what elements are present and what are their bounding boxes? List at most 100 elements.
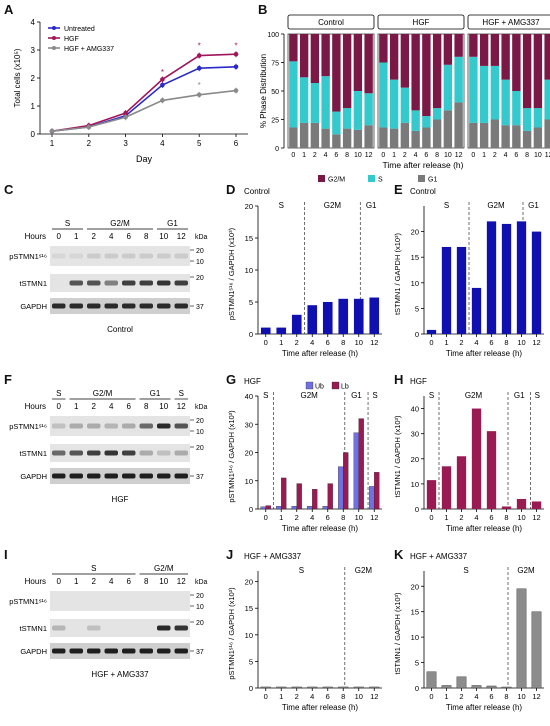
phase-label: G1 [351,391,362,400]
blot-band [139,648,153,654]
bar [516,588,527,689]
x-tick-label: 8 [341,692,345,701]
blot-band [69,423,83,429]
x-tick-label: 6 [424,152,428,159]
lane-hour: 8 [144,232,149,241]
blot-band [52,253,66,259]
x-tick-label: 1 [444,513,448,522]
blot-band [104,253,118,259]
x-tick-label: 1 [444,692,448,701]
x-tick-label: 6 [234,139,239,148]
y-axis-title: tSTMN1 / GAPDH (x10³) [393,592,402,675]
stacked-bar-s [432,108,442,120]
kda-label: kDa [195,234,208,241]
y-tick-label: 20 [411,455,419,464]
stacked-bar-g2m [469,34,478,57]
blot-band [52,473,66,479]
blot-band [87,280,101,286]
kda-marker: 10 [196,429,204,436]
blot-band [104,423,118,429]
blot-band [122,648,136,654]
blot-strip [50,643,190,659]
blot-row-label: GAPDH [20,647,47,656]
y-tick-label: 20 [411,228,419,237]
blot-band [69,648,83,654]
x-tick-label: 6 [334,152,338,159]
x-tick-label: 4 [474,338,478,347]
stacked-bar-s [364,93,373,126]
stacked-bar-s [479,65,489,123]
blot-band [52,303,66,309]
stacked-bar-g1 [411,130,420,148]
blot-band [104,450,118,456]
lane-hour: 2 [92,232,97,241]
blot-row-label: GAPDH [20,302,47,311]
kda-label: kDa [195,579,208,586]
stacked-bar-g2m [353,34,363,91]
blot-strip [50,444,190,462]
x-tick-label: 1 [50,139,55,148]
legend-marker [52,36,56,40]
x-tick-label: 1 [279,692,283,701]
x-tick-label: 10 [354,152,362,159]
bar-lb [281,477,287,510]
bar [276,327,287,334]
phase-label: G2M [300,391,318,400]
y-tick-label: 30 [411,430,419,439]
hours-label: Hours [25,232,46,241]
phase-label: S [263,391,268,400]
panel-label-c: C [4,182,14,197]
y-tick-label: 15 [411,608,419,617]
chart-title: HGF [244,377,261,386]
stacked-bar-s [400,87,410,123]
x-tick-label: 4 [310,692,314,701]
y-tick-label: 10 [245,266,253,275]
stacked-bar-g1 [501,125,510,148]
x-tick-label: 6 [489,692,493,701]
bar-ub [291,506,297,510]
blot-band [174,648,188,654]
blot-band [87,450,101,456]
x-tick-label: 1 [482,152,486,159]
stacked-bar-s [522,108,532,131]
kda-label: kDa [195,404,208,411]
blot-band [157,473,171,479]
y-tick-label: 0 [415,330,419,339]
y-tick-label: 3 [31,46,36,55]
stacked-bar-g1 [400,122,410,148]
bar [322,686,333,689]
bar [501,223,512,334]
bar-ub [276,506,282,510]
kda-marker: 20 [196,418,204,425]
x-tick-label: 8 [341,338,345,347]
stacked-bar-s [332,111,341,135]
blot-band [157,303,171,309]
significance-star: * [198,81,201,90]
stacked-bar-g2m [422,34,431,117]
bar-ub [322,506,328,510]
x-tick-label: 4 [160,139,165,148]
panel-label-a: A [4,2,14,17]
x-tick-label: 5 [197,139,202,148]
y-tick-label: 10 [411,279,419,288]
stacked-bar-g1 [342,128,352,148]
x-tick-label: 2 [493,152,497,159]
stacked-bar-g1 [379,127,388,148]
lane-hour: 4 [109,402,114,411]
data-point [196,65,202,71]
stacked-bar-s [321,76,330,129]
phase-label: S [463,566,468,575]
x-tick-label: 10 [444,152,452,159]
stacked-bar-s [353,91,363,130]
x-tick-label: 3 [123,139,128,148]
x-tick-label: 6 [514,152,518,159]
bar-lb [374,472,380,510]
kda-marker: 20 [196,275,204,282]
y-axis-title: tSTMN1 / GAPDH (x10³) [393,415,402,498]
stacked-bar-s [299,77,309,123]
stacked-bar-g1 [389,128,399,148]
bar-lb [358,418,364,510]
bar [291,686,302,689]
stacked-bar-g2m [501,34,510,80]
bar [307,686,318,689]
